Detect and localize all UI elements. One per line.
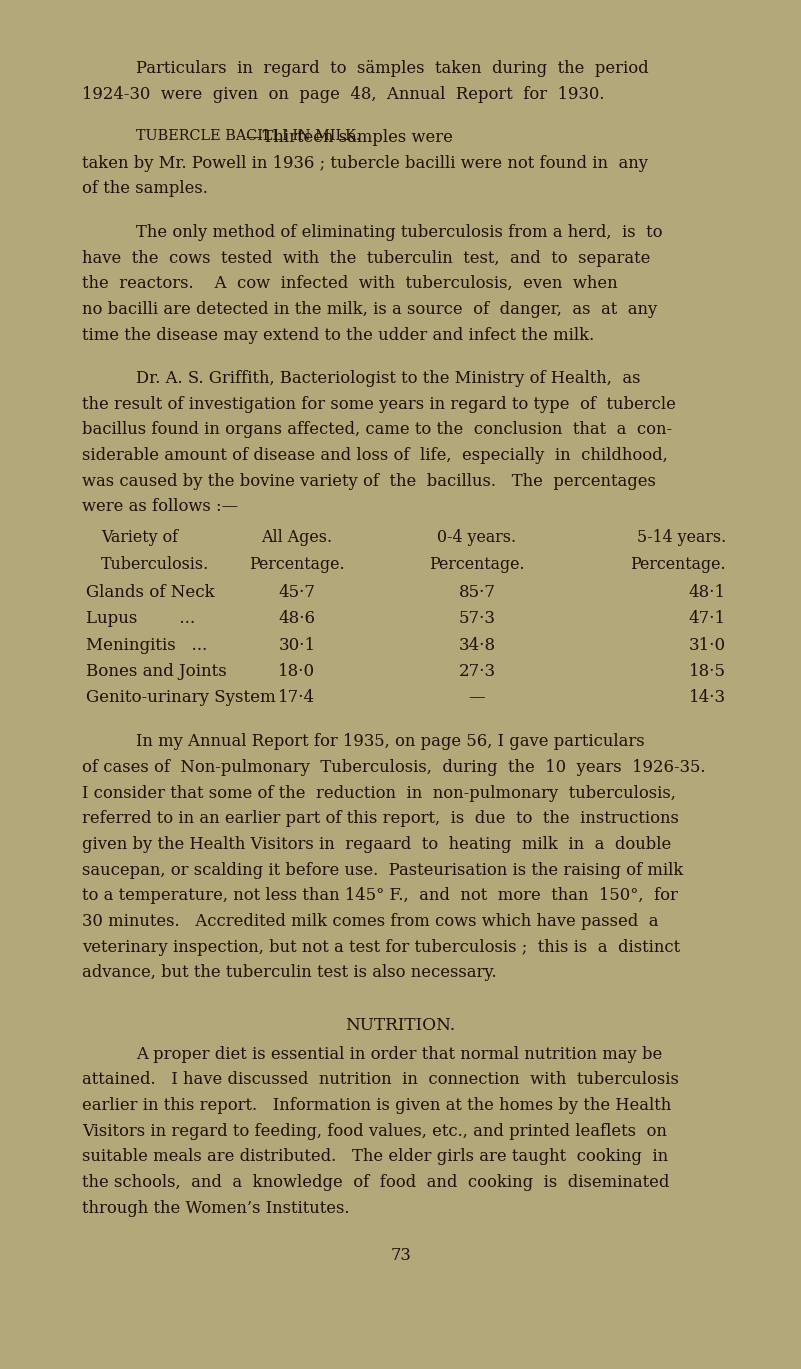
Text: Variety of: Variety of	[101, 530, 178, 546]
Text: 0-4 years.: 0-4 years.	[437, 530, 517, 546]
Text: 5-14 years.: 5-14 years.	[637, 530, 726, 546]
Text: referred to in an earlier part of this report,  is  due  to  the  instructions: referred to in an earlier part of this r…	[82, 810, 679, 827]
Text: 30·1: 30·1	[279, 637, 316, 653]
Text: was caused by the bovine variety of  the  bacillus.   The  percentages: was caused by the bovine variety of the …	[82, 472, 656, 490]
Text: Visitors in regard to feeding, food values, etc., and printed leaflets  on: Visitors in regard to feeding, food valu…	[82, 1123, 667, 1139]
Text: to a temperature, not less than 145° F.,  and  not  more  than  150°,  for: to a temperature, not less than 145° F.,…	[82, 887, 678, 905]
Text: 18·5: 18·5	[689, 663, 726, 680]
Text: 30 minutes.   Accredited milk comes from cows which have passed  a: 30 minutes. Accredited milk comes from c…	[82, 913, 658, 930]
Text: Genito-urinary System: Genito-urinary System	[86, 689, 276, 706]
Text: Tuberculosis.: Tuberculosis.	[101, 556, 209, 572]
Text: 31·0: 31·0	[689, 637, 726, 653]
Text: All Ages.: All Ages.	[261, 530, 332, 546]
Text: advance, but the tuberculin test is also necessary.: advance, but the tuberculin test is also…	[82, 964, 497, 982]
Text: 34·8: 34·8	[458, 637, 496, 653]
Text: no bacilli are detected in the milk, is a source  of  danger,  as  at  any: no bacilli are detected in the milk, is …	[82, 301, 658, 318]
Text: of the samples.: of the samples.	[82, 181, 208, 197]
Text: Percentage.: Percentage.	[429, 556, 525, 572]
Text: the schools,  and  a  knowledge  of  food  and  cooking  is  diseminated: the schools, and a knowledge of food and…	[82, 1173, 670, 1191]
Text: through the Women’s Institutes.: through the Women’s Institutes.	[82, 1199, 349, 1217]
Text: of cases of  Non-pulmonary  Tuberculosis,  during  the  10  years  1926-35.: of cases of Non-pulmonary Tuberculosis, …	[82, 758, 706, 776]
Text: 48·1: 48·1	[689, 585, 726, 601]
Text: 47·1: 47·1	[689, 611, 726, 627]
Text: were as follows :—: were as follows :—	[82, 498, 238, 515]
Text: time the disease may extend to the udder and infect the milk.: time the disease may extend to the udder…	[82, 327, 594, 344]
Text: 45·7: 45·7	[279, 585, 316, 601]
Text: have  the  cows  tested  with  the  tuberculin  test,  and  to  separate: have the cows tested with the tuberculin…	[82, 249, 650, 267]
Text: Bones and Joints: Bones and Joints	[86, 663, 227, 680]
Text: I consider that some of the  reduction  in  non-pulmonary  tuberculosis,: I consider that some of the reduction in…	[82, 784, 676, 802]
Text: In my Annual Report for 1935, on page 56, I gave particulars: In my Annual Report for 1935, on page 56…	[136, 734, 645, 750]
Text: 48·6: 48·6	[279, 611, 316, 627]
Text: The only method of eliminating tuberculosis from a herd,  is  to: The only method of eliminating tuberculo…	[136, 225, 663, 241]
Text: TUBERCLE BACILLI IN MILK.: TUBERCLE BACILLI IN MILK.	[136, 129, 361, 144]
Text: A proper diet is essential in order that normal nutrition may be: A proper diet is essential in order that…	[136, 1046, 662, 1062]
Text: veterinary inspection, but not a test for tuberculosis ;  this is  a  distinct: veterinary inspection, but not a test fo…	[82, 939, 680, 956]
Text: taken by Mr. Powell in 1936 ; tubercle bacilli were not found in  any: taken by Mr. Powell in 1936 ; tubercle b…	[82, 155, 648, 171]
Text: —Thirteen samples were: —Thirteen samples were	[246, 129, 453, 146]
Text: bacillus found in organs affected, came to the  conclusion  that  a  con-: bacillus found in organs affected, came …	[82, 422, 672, 438]
Text: —: —	[469, 689, 485, 706]
Text: Percentage.: Percentage.	[249, 556, 344, 572]
Text: attained.   I have discussed  nutrition  in  connection  with  tuberculosis: attained. I have discussed nutrition in …	[82, 1071, 679, 1088]
Text: the  reactors.    A  cow  infected  with  tuberculosis,  even  when: the reactors. A cow infected with tuberc…	[82, 275, 618, 292]
Text: Dr. A. S. Griffith, Bacteriologist to the Ministry of Health,  as: Dr. A. S. Griffith, Bacteriologist to th…	[136, 370, 641, 387]
Text: Percentage.: Percentage.	[630, 556, 726, 572]
Text: Meningitis   ...: Meningitis ...	[86, 637, 207, 653]
Text: 17·4: 17·4	[279, 689, 316, 706]
Text: Particulars  in  regard  to  sämples  taken  during  the  period: Particulars in regard to sämples taken d…	[136, 60, 649, 77]
Text: 57·3: 57·3	[458, 611, 496, 627]
Text: 73: 73	[390, 1247, 411, 1264]
Text: earlier in this report.   Information is given at the homes by the Health: earlier in this report. Information is g…	[82, 1097, 671, 1114]
Text: suitable meals are distributed.   The elder girls are taught  cooking  in: suitable meals are distributed. The elde…	[82, 1149, 668, 1165]
Text: 14·3: 14·3	[689, 689, 726, 706]
Text: NUTRITION.: NUTRITION.	[345, 1017, 456, 1035]
Text: saucepan, or scalding it before use.  Pasteurisation is the raising of milk: saucepan, or scalding it before use. Pas…	[82, 861, 683, 879]
Text: the result of investigation for some years in regard to type  of  tubercle: the result of investigation for some yea…	[82, 396, 676, 412]
Text: siderable amount of disease and loss of  life,  especially  in  childhood,: siderable amount of disease and loss of …	[82, 448, 668, 464]
Text: 18·0: 18·0	[279, 663, 316, 680]
Text: Lupus        ...: Lupus ...	[86, 611, 195, 627]
Text: 85·7: 85·7	[458, 585, 496, 601]
Text: Glands of Neck: Glands of Neck	[86, 585, 215, 601]
Text: 27·3: 27·3	[458, 663, 496, 680]
Text: 1924-30  were  given  on  page  48,  Annual  Report  for  1930.: 1924-30 were given on page 48, Annual Re…	[82, 86, 605, 103]
Text: given by the Health Visitors in  regaard  to  heating  milk  in  a  double: given by the Health Visitors in regaard …	[82, 836, 671, 853]
